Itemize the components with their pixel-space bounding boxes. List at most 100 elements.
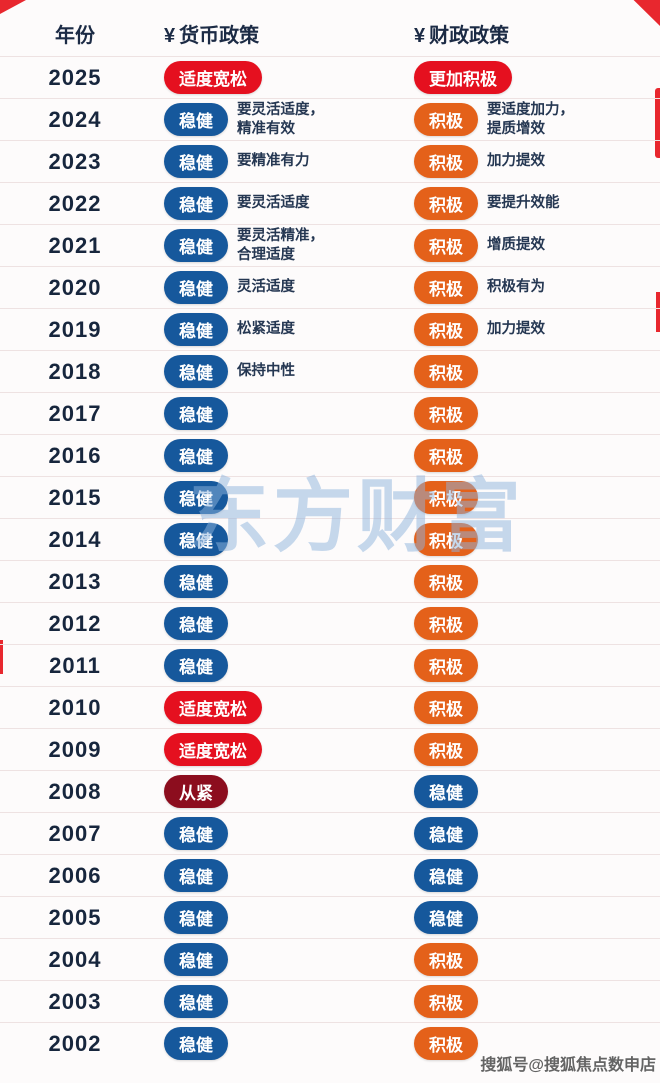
red-edge-accent [0, 640, 3, 674]
monetary-cell: 稳健 [150, 859, 400, 892]
monetary-policy-note: 灵活适度 [237, 279, 295, 296]
bottom-watermark: 搜狐号@搜狐焦点数申店 [480, 1057, 656, 1074]
fiscal-policy-note: 要提升效能 [487, 195, 560, 212]
fiscal-policy-badge: 稳健 [414, 859, 478, 892]
monetary-policy-badge: 适度宽松 [164, 691, 262, 724]
header-monetary-label: 货币政策 [179, 24, 260, 47]
table-row: 2015 稳健 积极 [0, 476, 660, 518]
monetary-policy-badge: 稳健 [164, 355, 228, 388]
table-row: 2010 适度宽松 积极 [0, 686, 660, 728]
fiscal-policy-badge: 积极 [414, 691, 478, 724]
table-row: 2013 稳健 积极 [0, 560, 660, 602]
table-row: 2003 稳健 积极 [0, 980, 660, 1022]
year-label: 2025 [48, 64, 102, 90]
fiscal-cell: 稳健 [400, 775, 660, 808]
monetary-cell: 稳健 保持中性 [150, 355, 400, 388]
table-row: 2009 适度宽松 积极 [0, 728, 660, 770]
fiscal-cell: 积极 增质提效 [400, 229, 660, 262]
table-row: 2017 稳健 积极 [0, 392, 660, 434]
year-label: 2014 [48, 526, 102, 552]
monetary-cell: 稳健 要灵活适度， 精准有效 [150, 101, 400, 137]
year-label: 2004 [48, 946, 102, 972]
monetary-policy-badge: 稳健 [164, 565, 228, 598]
monetary-cell: 稳健 [150, 985, 400, 1018]
monetary-policy-badge: 稳健 [164, 145, 228, 178]
fiscal-cell: 积极 [400, 1027, 660, 1060]
monetary-policy-badge: 稳健 [164, 397, 228, 430]
year-label: 2002 [48, 1030, 102, 1056]
fiscal-policy-badge: 积极 [414, 607, 478, 640]
fiscal-policy-note: 加力提效 [487, 321, 545, 338]
fiscal-cell: 积极 要适度加力， 提质增效 [400, 101, 660, 137]
fiscal-policy-badge: 更加积极 [414, 61, 512, 94]
fiscal-cell: 积极 [400, 565, 660, 598]
fiscal-cell: 积极 [400, 355, 660, 388]
fiscal-cell: 积极 [400, 943, 660, 976]
year-label: 2005 [48, 904, 102, 930]
monetary-policy-badge: 稳健 [164, 523, 228, 556]
monetary-cell: 稳健 [150, 943, 400, 976]
table-row: 2006 稳健 稳健 [0, 854, 660, 896]
year-label: 2011 [49, 652, 101, 678]
fiscal-policy-badge: 积极 [414, 313, 478, 346]
yen-icon: ¥ [414, 24, 426, 47]
fiscal-cell: 积极 [400, 691, 660, 724]
fiscal-policy-badge: 积极 [414, 1027, 478, 1060]
fiscal-policy-badge: 积极 [414, 985, 478, 1018]
monetary-policy-badge: 稳健 [164, 313, 228, 346]
fiscal-cell: 积极 [400, 523, 660, 556]
year-label: 2024 [48, 106, 102, 132]
table-row: 2014 稳健 积极 [0, 518, 660, 560]
monetary-cell: 稳健 要灵活精准， 合理适度 [150, 227, 400, 263]
table-row: 2019 稳健 松紧适度 积极 加力提效 [0, 308, 660, 350]
fiscal-policy-note: 增质提效 [487, 237, 545, 254]
fiscal-cell: 积极 [400, 397, 660, 430]
year-label: 2008 [48, 778, 102, 804]
fiscal-policy-badge: 积极 [414, 187, 478, 220]
fiscal-cell: 积极 积极有为 [400, 271, 660, 304]
monetary-cell: 稳健 要灵活适度 [150, 187, 400, 220]
fiscal-policy-badge: 积极 [414, 481, 478, 514]
table-row: 2008 从紧 稳健 [0, 770, 660, 812]
year-label: 2021 [48, 232, 102, 258]
year-label: 2023 [48, 148, 102, 174]
fiscal-cell: 积极 [400, 439, 660, 472]
fiscal-policy-note: 加力提效 [487, 153, 545, 170]
fiscal-policy-badge: 积极 [414, 733, 478, 766]
fiscal-cell: 积极 [400, 607, 660, 640]
monetary-cell: 稳健 [150, 817, 400, 850]
fiscal-policy-badge: 积极 [414, 103, 478, 136]
red-edge-accent [656, 292, 660, 332]
monetary-cell: 适度宽松 [150, 61, 400, 94]
fiscal-policy-badge: 稳健 [414, 901, 478, 934]
table-row: 2005 稳健 稳健 [0, 896, 660, 938]
monetary-policy-badge: 稳健 [164, 607, 228, 640]
monetary-cell: 稳健 灵活适度 [150, 271, 400, 304]
table-row: 2020 稳健 灵活适度 积极 积极有为 [0, 266, 660, 308]
fiscal-cell: 积极 要提升效能 [400, 187, 660, 220]
monetary-policy-badge: 稳健 [164, 1027, 228, 1060]
monetary-policy-badge: 稳健 [164, 859, 228, 892]
monetary-policy-badge: 稳健 [164, 943, 228, 976]
table-row: 2023 稳健 要精准有力 积极 加力提效 [0, 140, 660, 182]
fiscal-policy-badge: 稳健 [414, 817, 478, 850]
fiscal-cell: 稳健 [400, 859, 660, 892]
monetary-cell: 稳健 [150, 649, 400, 682]
year-label: 2010 [48, 694, 102, 720]
monetary-policy-note: 要精准有力 [237, 153, 310, 170]
monetary-policy-note: 保持中性 [237, 363, 295, 380]
fiscal-policy-badge: 积极 [414, 355, 478, 388]
table-row: 2002 稳健 积极 [0, 1022, 660, 1064]
monetary-cell: 稳健 [150, 439, 400, 472]
monetary-policy-note: 要灵活适度， 精准有效 [237, 102, 324, 137]
year-label: 2007 [48, 820, 102, 846]
fiscal-cell: 稳健 [400, 817, 660, 850]
fiscal-cell: 积极 加力提效 [400, 145, 660, 178]
table-row: 2021 稳健 要灵活精准， 合理适度 积极 增质提效 [0, 224, 660, 266]
fiscal-policy-badge: 积极 [414, 397, 478, 430]
fiscal-policy-badge: 积极 [414, 145, 478, 178]
monetary-policy-badge: 稳健 [164, 439, 228, 472]
header-fiscal: ¥ 财政政策 [400, 19, 660, 48]
monetary-policy-badge: 适度宽松 [164, 61, 262, 94]
